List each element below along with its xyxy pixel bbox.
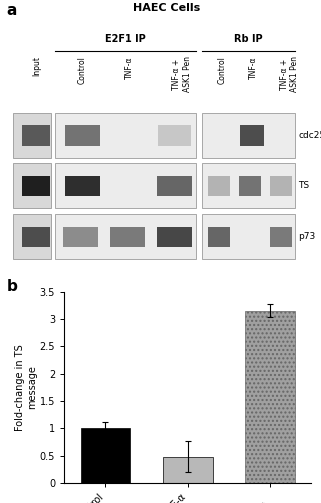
Bar bbox=[13, 214, 51, 259]
Text: a: a bbox=[6, 3, 17, 18]
Text: Control: Control bbox=[78, 56, 87, 84]
Bar bbox=[202, 214, 295, 259]
Bar bbox=[157, 227, 192, 247]
Bar bbox=[240, 125, 264, 145]
Text: E2F1 IP: E2F1 IP bbox=[105, 34, 145, 44]
Bar bbox=[208, 227, 230, 247]
Bar bbox=[55, 214, 196, 259]
Bar bbox=[158, 125, 191, 145]
Text: cdc25A: cdc25A bbox=[299, 131, 321, 140]
Bar bbox=[202, 163, 295, 208]
Bar bbox=[65, 176, 100, 196]
Bar bbox=[246, 311, 295, 483]
Text: TNF-α: TNF-α bbox=[249, 56, 258, 79]
Bar bbox=[22, 227, 50, 247]
Bar bbox=[202, 113, 295, 158]
Bar bbox=[208, 176, 230, 196]
Bar bbox=[55, 113, 196, 158]
Text: TNF-α +
ASK1 Pen: TNF-α + ASK1 Pen bbox=[280, 56, 299, 93]
Text: Input: Input bbox=[32, 56, 41, 76]
Bar bbox=[55, 163, 196, 208]
Y-axis label: Fold-change in TS
message: Fold-change in TS message bbox=[15, 344, 37, 431]
Text: b: b bbox=[6, 279, 17, 294]
Bar bbox=[13, 163, 51, 208]
Bar bbox=[13, 113, 51, 158]
Bar bbox=[157, 176, 192, 196]
Bar bbox=[22, 125, 50, 145]
Bar bbox=[163, 457, 213, 483]
Bar bbox=[63, 227, 98, 247]
Text: TNF-α +
ASK1 Pen: TNF-α + ASK1 Pen bbox=[172, 56, 192, 93]
Bar bbox=[110, 227, 145, 247]
Bar bbox=[271, 176, 292, 196]
Text: TS: TS bbox=[299, 182, 310, 191]
Bar bbox=[271, 227, 292, 247]
Bar bbox=[81, 428, 130, 483]
Text: Rb IP: Rb IP bbox=[234, 34, 263, 44]
Text: p73: p73 bbox=[299, 232, 316, 241]
Text: TNF-α: TNF-α bbox=[125, 56, 134, 79]
Bar bbox=[239, 176, 261, 196]
Text: HAEC Cells: HAEC Cells bbox=[133, 3, 201, 13]
Bar bbox=[65, 125, 100, 145]
Text: Control: Control bbox=[218, 56, 227, 84]
Bar bbox=[22, 176, 50, 196]
